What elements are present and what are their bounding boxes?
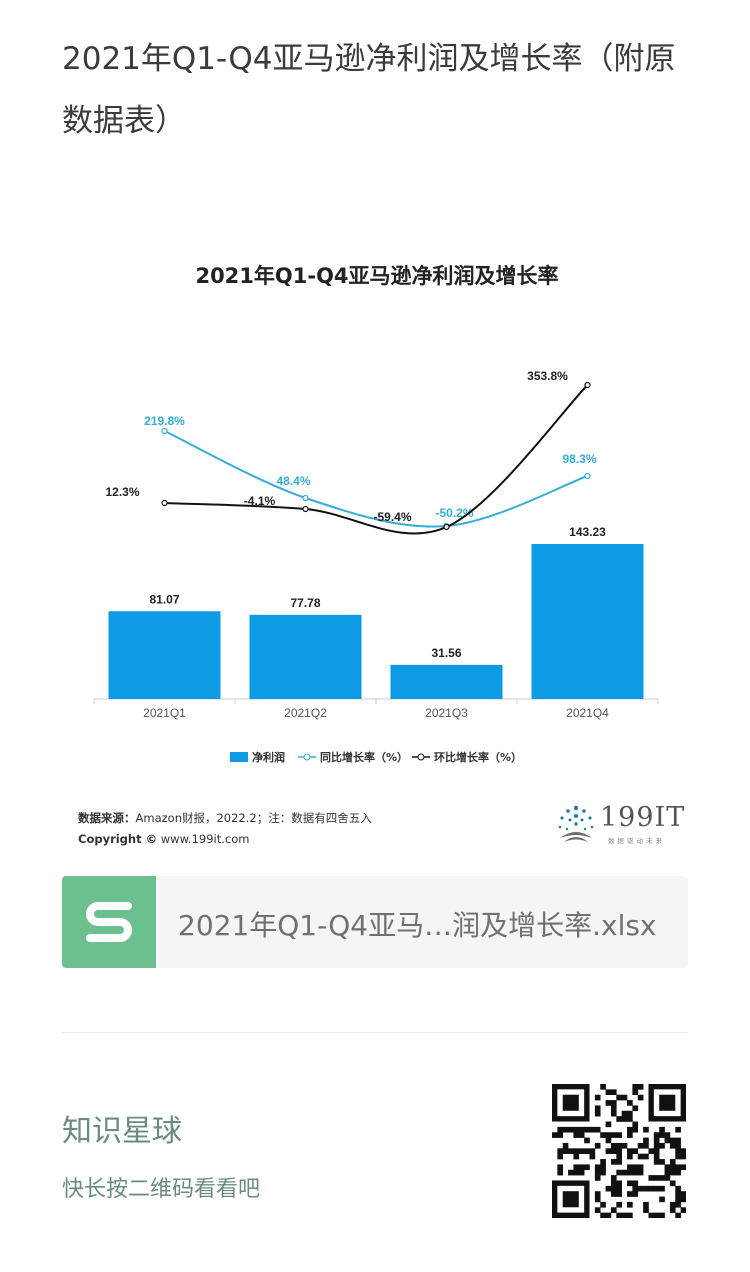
yoy-data-label: 98.3% xyxy=(562,452,596,466)
brand-logo: 199IT 数据驱动未来 xyxy=(554,800,684,850)
qoq-point xyxy=(584,381,591,389)
qoq-data-label: -59.4% xyxy=(373,510,411,524)
x-tick-label: 2021Q3 xyxy=(425,706,468,720)
yoy-line xyxy=(164,430,588,528)
yoy-data-label: 48.4% xyxy=(276,474,310,488)
brand-tagline: 数据驱动未来 xyxy=(608,837,665,845)
chart-title: 2021年Q1-Q4亚马逊净利润及增长率 xyxy=(195,264,559,288)
attachment-file-card[interactable]: 2021年Q1-Q4亚马…润及增长率.xlsx xyxy=(62,876,688,968)
legend-marker-qoq xyxy=(417,753,425,761)
qoq-data-label: 12.3% xyxy=(105,485,139,499)
qoq-point xyxy=(302,505,309,513)
yoy-point xyxy=(302,494,309,502)
yoy-point xyxy=(584,472,591,480)
qoq-line xyxy=(164,384,589,535)
qoq-point xyxy=(161,499,168,507)
bar-data-label: 77.78 xyxy=(290,596,320,610)
legend-marker-yoy xyxy=(303,753,311,761)
spreadsheet-s-icon xyxy=(62,876,156,968)
yoy-data-label: 219.8% xyxy=(144,414,185,428)
legend-label-bar: 净利润 xyxy=(252,750,285,764)
qoq-data-label: -4.1% xyxy=(244,494,276,508)
source-text: Amazon财报，2022.2；注：数据有四舍五入 xyxy=(135,811,372,825)
bar-net-profit xyxy=(108,611,221,699)
attachment-file-name[interactable]: 2021年Q1-Q4亚马…润及增长率.xlsx xyxy=(178,909,657,942)
bar-data-label: 143.23 xyxy=(569,525,606,539)
planet-subtitle: 快长按二维码看看吧 xyxy=(62,1177,261,1202)
brand-dots-icon xyxy=(558,805,594,842)
chart-svg: 2021Q1 2021Q2 2021Q3 2021Q4 81.07 77.78 31.56 1… xyxy=(93,369,659,764)
x-tick-label: 2021Q4 xyxy=(566,706,609,720)
qoq-data-label: 353.8% xyxy=(527,369,568,383)
legend-swatch-bar xyxy=(230,752,248,762)
x-tick-label: 2021Q1 xyxy=(143,706,186,720)
brand-number: 199IT xyxy=(600,802,686,833)
section-divider xyxy=(62,1032,688,1033)
bar-net-profit xyxy=(390,664,503,699)
post-title: 2021年Q1-Q4亚马逊净利润及增长率（附原数据表） xyxy=(62,41,676,139)
legend-label-yoy: 同比增长率（%） xyxy=(320,750,408,764)
copyright-text: www.199it.com xyxy=(157,832,250,846)
copyright-label: Copyright © xyxy=(78,832,158,846)
planet-title: 知识星球 xyxy=(62,1114,182,1149)
legend-label-qoq: 环比增长率（%） xyxy=(434,750,522,764)
bar-data-label: 31.56 xyxy=(431,646,461,660)
chart-image: 2021年Q1-Q4亚马逊净利润及增长率 2021Q1 2021Q2 2021Q3 2… xyxy=(62,232,692,854)
yoy-point xyxy=(161,427,168,435)
bar-net-profit xyxy=(249,614,362,699)
qr-code[interactable] xyxy=(552,1084,687,1219)
bar-net-profit xyxy=(531,544,644,699)
source-label: 数据来源： xyxy=(78,811,136,825)
x-tick-label: 2021Q2 xyxy=(284,706,327,720)
qoq-point xyxy=(443,523,450,531)
bar-data-label: 81.07 xyxy=(149,592,179,606)
source-note: 数据来源：Amazon财报，2022.2；注：数据有四舍五入 Copyright… xyxy=(78,808,372,850)
qr-code-icon xyxy=(552,1084,687,1219)
